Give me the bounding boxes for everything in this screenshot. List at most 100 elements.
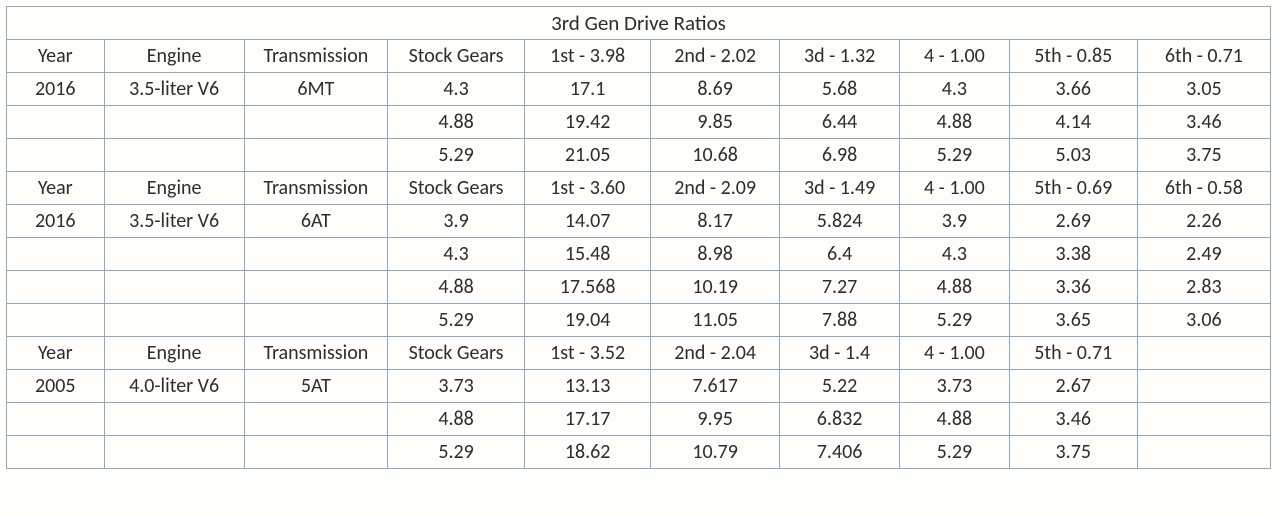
cell: 2.67 (1009, 370, 1137, 403)
cell (7, 139, 105, 172)
cell: Year (7, 337, 105, 370)
cell: 3.73 (387, 370, 524, 403)
cell: 3.75 (1009, 436, 1137, 469)
table-row: 20163.5-liter V66AT3.914.078.175.8243.92… (7, 205, 1271, 238)
cell: 2016 (7, 73, 105, 106)
cell (244, 403, 387, 436)
cell (104, 304, 244, 337)
cell: 6.832 (780, 403, 900, 436)
cell: 3d - 1.49 (780, 172, 900, 205)
cell: 7.27 (780, 271, 900, 304)
table-row: 20054.0-liter V65AT3.7313.137.6175.223.7… (7, 370, 1271, 403)
cell: 21.05 (525, 139, 651, 172)
table-row: 4.8817.179.956.8324.883.46 (7, 403, 1271, 436)
cell: Year (7, 40, 105, 73)
cell: 5th - 0.69 (1009, 172, 1137, 205)
cell: 4.14 (1009, 106, 1137, 139)
cell: 3.5-liter V6 (104, 205, 244, 238)
table-row: 4.315.488.986.44.33.382.49 (7, 238, 1271, 271)
table-row: 5.2919.0411.057.885.293.653.06 (7, 304, 1271, 337)
cell: 7.88 (780, 304, 900, 337)
cell (7, 271, 105, 304)
cell: 5.22 (780, 370, 900, 403)
cell (244, 271, 387, 304)
cell: Transmission (244, 337, 387, 370)
cell: 3.65 (1009, 304, 1137, 337)
cell: Year (7, 172, 105, 205)
cell (244, 436, 387, 469)
cell (1137, 403, 1270, 436)
cell: 11.05 (651, 304, 780, 337)
cell: 3.9 (900, 205, 1010, 238)
cell (1137, 370, 1270, 403)
cell: 2016 (7, 205, 105, 238)
cell: 5.29 (900, 436, 1010, 469)
cell: 4.88 (900, 271, 1010, 304)
cell: 8.17 (651, 205, 780, 238)
cell: Stock Gears (387, 40, 524, 73)
cell (244, 139, 387, 172)
cell (104, 403, 244, 436)
cell: 5th - 0.71 (1009, 337, 1137, 370)
cell: 3.06 (1137, 304, 1270, 337)
cell (7, 304, 105, 337)
table-row: 4.8817.56810.197.274.883.362.83 (7, 271, 1271, 304)
cell (244, 106, 387, 139)
cell: 9.95 (651, 403, 780, 436)
cell: 19.04 (525, 304, 651, 337)
cell: 3.73 (900, 370, 1010, 403)
cell: Transmission (244, 40, 387, 73)
cell: 6th - 0.71 (1137, 40, 1270, 73)
cell: 5th - 0.85 (1009, 40, 1137, 73)
cell: 4.88 (900, 106, 1010, 139)
cell: 3.75 (1137, 139, 1270, 172)
cell: 4.3 (900, 73, 1010, 106)
cell: 4.0-liter V6 (104, 370, 244, 403)
cell: 2.83 (1137, 271, 1270, 304)
cell: 2.69 (1009, 205, 1137, 238)
cell: 2nd - 2.02 (651, 40, 780, 73)
table-row: YearEngineTransmissionStock Gears1st - 3… (7, 172, 1271, 205)
table-row: 4.8819.429.856.444.884.143.46 (7, 106, 1271, 139)
cell: Stock Gears (387, 172, 524, 205)
cell: 5AT (244, 370, 387, 403)
cell: 3d - 1.32 (780, 40, 900, 73)
cell: 1st - 3.52 (525, 337, 651, 370)
cell: 4.3 (387, 238, 524, 271)
cell (244, 238, 387, 271)
cell: 5.68 (780, 73, 900, 106)
cell: 4.88 (387, 106, 524, 139)
cell: 6AT (244, 205, 387, 238)
title-row: 3rd Gen Drive Ratios (7, 7, 1271, 40)
cell: 6.44 (780, 106, 900, 139)
cell: 6.4 (780, 238, 900, 271)
cell (7, 403, 105, 436)
table-body: YearEngineTransmissionStock Gears1st - 3… (7, 40, 1271, 469)
cell (104, 271, 244, 304)
cell: 7.406 (780, 436, 900, 469)
cell: 5.03 (1009, 139, 1137, 172)
cell: 8.69 (651, 73, 780, 106)
cell (104, 106, 244, 139)
cell (7, 436, 105, 469)
cell: 4.88 (900, 403, 1010, 436)
cell: 4.88 (387, 271, 524, 304)
cell: 2nd - 2.04 (651, 337, 780, 370)
cell: 10.68 (651, 139, 780, 172)
table-row: 5.2918.6210.797.4065.293.75 (7, 436, 1271, 469)
cell: 4.3 (900, 238, 1010, 271)
cell: Engine (104, 40, 244, 73)
cell (7, 238, 105, 271)
cell: 3.05 (1137, 73, 1270, 106)
cell: 2nd - 2.09 (651, 172, 780, 205)
cell: 5.29 (387, 139, 524, 172)
cell: Stock Gears (387, 337, 524, 370)
cell (1137, 337, 1270, 370)
cell: 3.38 (1009, 238, 1137, 271)
cell: 17.17 (525, 403, 651, 436)
cell: 13.13 (525, 370, 651, 403)
cell: 5.29 (900, 304, 1010, 337)
table-row: 5.2921.0510.686.985.295.033.75 (7, 139, 1271, 172)
cell (104, 436, 244, 469)
cell: 4 - 1.00 (900, 172, 1010, 205)
